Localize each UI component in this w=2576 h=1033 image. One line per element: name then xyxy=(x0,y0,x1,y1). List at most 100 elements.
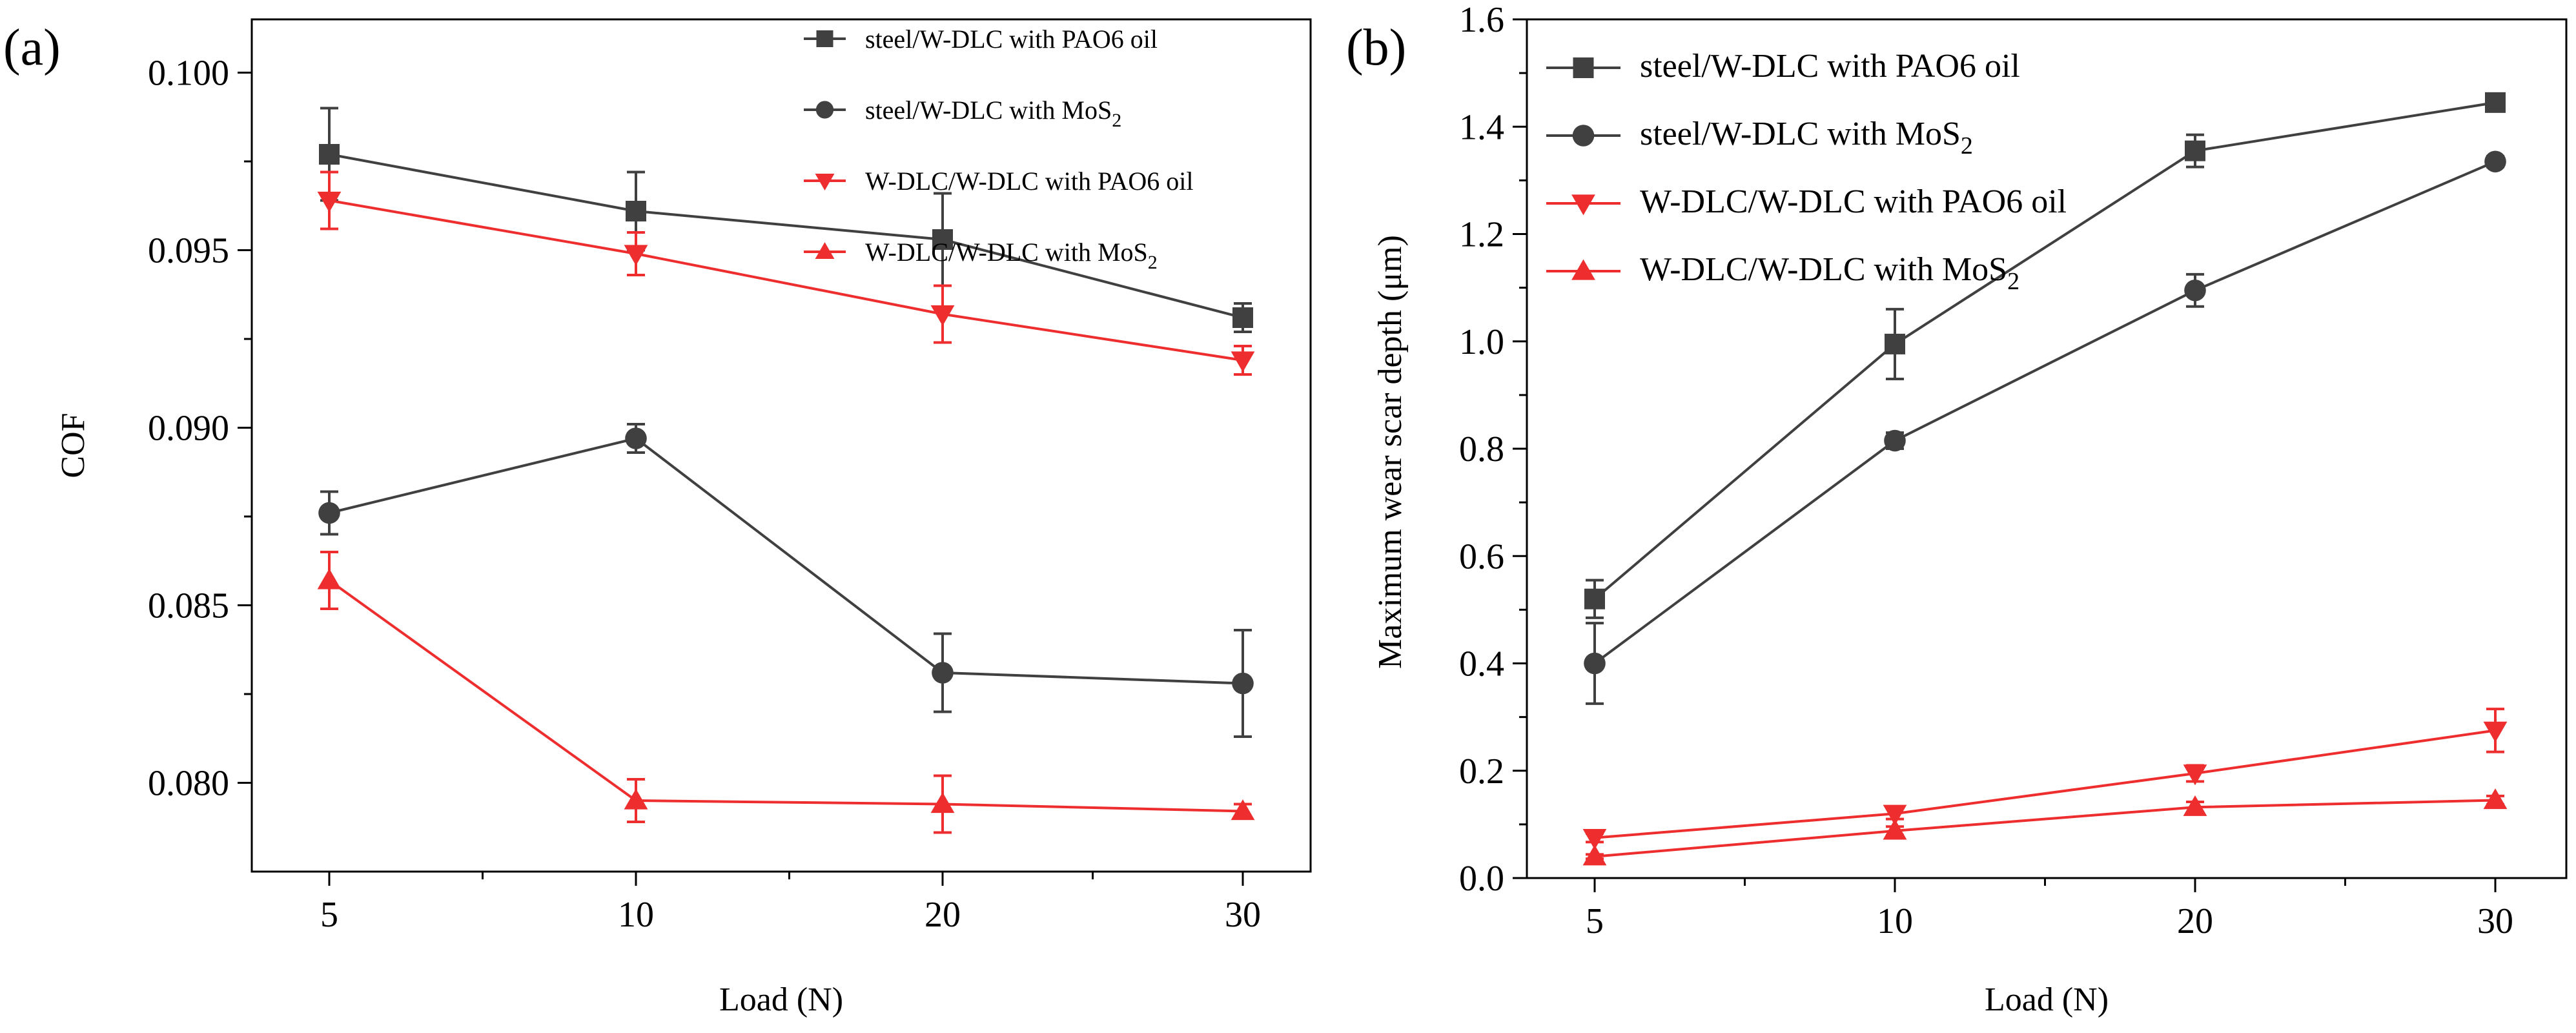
a-series-0-point xyxy=(932,229,953,250)
a-series-1-point xyxy=(1232,672,1254,695)
a-series-2-point xyxy=(930,305,955,326)
a-legend-label: W-DLC/W-DLC with MoS2 xyxy=(865,238,1158,273)
chart-b-axes: 0.0 0.2 0.4 0.6 0.8 1.0 1.2 1.4 1.6 5 10 20 30 xyxy=(1459,0,2513,941)
chart-b-series xyxy=(1582,92,2508,866)
chart-b-panel-label: (b) xyxy=(1346,19,1406,76)
a-ytick-label: 0.080 xyxy=(148,764,229,804)
a-ytick-label: 0.100 xyxy=(148,54,229,94)
b-series-1 xyxy=(1584,150,2506,705)
b-ytick-label: 0.0 xyxy=(1459,859,1504,899)
b-series-1-point xyxy=(2484,150,2506,173)
b-series-3-point xyxy=(2483,788,2508,810)
b-series-3-point xyxy=(2183,795,2207,816)
a-series-3-point xyxy=(930,792,955,813)
b-legend-swatch-marker xyxy=(1571,194,1595,216)
b-series-0-line xyxy=(1593,101,2496,600)
b-series-3 xyxy=(1582,788,2508,866)
b-xtick-label: 30 xyxy=(2477,901,2513,941)
a-series-2-point xyxy=(624,245,648,266)
chart-b-legend: steel/W-DLC with PAO6 oil steel/W-DLC wit… xyxy=(1546,48,2067,295)
b-series-1-line xyxy=(1593,160,2496,665)
b-series-3-line xyxy=(1594,799,2496,858)
chart-b: (b) Maximum wear scar depth (μm) Load (N… xyxy=(1346,0,2568,1018)
b-legend-entry-1: steel/W-DLC with MoS2 xyxy=(1546,116,1973,159)
a-series-2-line xyxy=(329,199,1243,362)
chart-a-panel-label: (a) xyxy=(3,19,61,76)
b-series-0-point xyxy=(1885,333,1905,354)
a-xtick-label: 10 xyxy=(618,895,654,935)
a-legend-swatch-marker xyxy=(815,101,834,119)
a-series-3-point xyxy=(624,788,648,810)
a-legend-label: steel/W-DLC with PAO6 oil xyxy=(865,25,1158,54)
a-ytick-label: 0.095 xyxy=(148,231,229,271)
a-series-0-point xyxy=(1232,307,1253,328)
a-legend-label: W-DLC/W-DLC with PAO6 oil xyxy=(865,167,1194,196)
a-series-3-point xyxy=(317,568,342,589)
b-legend-entry-3: W-DLC/W-DLC with MoS2 xyxy=(1546,251,2019,295)
a-ytick-label: 0.090 xyxy=(148,409,229,449)
a-legend-swatch-marker xyxy=(815,242,835,260)
chart-a-ylabel: COF xyxy=(55,413,92,478)
chart-a-series xyxy=(317,107,1255,834)
a-series-0-point xyxy=(626,201,646,221)
a-series-0 xyxy=(319,107,1253,333)
b-series-2-point xyxy=(1582,829,1607,850)
chart-a-frame xyxy=(250,18,1312,873)
a-series-2-point xyxy=(1231,351,1255,373)
b-series-3-point xyxy=(1582,844,1607,866)
b-legend-entry-2: W-DLC/W-DLC with PAO6 oil xyxy=(1546,183,2067,220)
b-legend-label: steel/W-DLC with PAO6 oil xyxy=(1640,48,2020,85)
b-legend-swatch-marker xyxy=(1572,125,1595,147)
b-series-2-line xyxy=(1594,729,2496,839)
b-legend-swatch-marker xyxy=(1571,259,1595,280)
a-ytick-label: 0.085 xyxy=(148,586,229,626)
b-legend-label: W-DLC/W-DLC with MoS2 xyxy=(1640,251,2019,295)
b-ytick-label: 0.8 xyxy=(1459,429,1504,469)
chart-a-xlabel: Load (N) xyxy=(719,981,843,1018)
b-xtick-label: 20 xyxy=(2177,901,2213,941)
b-series-0-point xyxy=(2485,92,2506,113)
a-xtick-label: 30 xyxy=(1225,895,1261,935)
b-legend-swatch-marker xyxy=(1573,57,1594,78)
a-legend-label: steel/W-DLC with MoS2 xyxy=(865,96,1121,131)
chart-b-ylabel: Maximum wear scar depth (μm) xyxy=(1372,235,1409,669)
b-ytick-label: 0.6 xyxy=(1459,537,1504,577)
b-xtick-label: 5 xyxy=(1586,901,1604,941)
a-legend-swatch-marker xyxy=(816,30,833,47)
a-series-3-point xyxy=(1231,799,1255,821)
b-series-1-point xyxy=(2184,279,2206,302)
b-legend-label: steel/W-DLC with MoS2 xyxy=(1640,116,1973,159)
chart-a-legend: steel/W-DLC with PAO6 oil steel/W-DLC wit… xyxy=(804,25,1194,273)
a-legend-swatch-marker xyxy=(815,173,835,190)
a-series-1-point xyxy=(625,427,647,449)
b-series-2 xyxy=(1582,708,2508,850)
b-series-0-point xyxy=(1584,588,1605,609)
b-legend-entry-0: steel/W-DLC with PAO6 oil xyxy=(1546,48,2020,85)
b-ytick-label: 1.4 xyxy=(1459,107,1504,147)
a-legend-entry-0: steel/W-DLC with PAO6 oil xyxy=(804,25,1158,54)
a-series-3 xyxy=(317,551,1255,834)
a-series-1 xyxy=(318,423,1254,738)
a-series-0-line xyxy=(329,153,1243,319)
b-ytick-label: 1.2 xyxy=(1459,215,1504,255)
b-ytick-label: 1.0 xyxy=(1459,322,1504,362)
b-ytick-label: 1.6 xyxy=(1459,0,1504,40)
b-series-2-point xyxy=(2483,721,2508,742)
a-series-1-line xyxy=(329,436,1243,685)
a-legend-entry-2: W-DLC/W-DLC with PAO6 oil xyxy=(804,167,1194,196)
b-series-1-point xyxy=(1884,429,1906,452)
a-series-2-point xyxy=(317,191,342,212)
b-series-3-point xyxy=(1883,819,1907,840)
b-series-1-point xyxy=(1584,652,1606,675)
a-series-0-point xyxy=(319,144,340,165)
a-series-3-line xyxy=(328,579,1243,813)
b-series-2-point xyxy=(1883,804,1907,826)
b-series-0 xyxy=(1584,92,2506,619)
b-xtick-label: 10 xyxy=(1877,901,1913,941)
a-xtick-label: 20 xyxy=(925,895,961,935)
chart-a-axes: 0.080 0.085 0.090 0.095 0.100 5 10 20 30 xyxy=(148,54,1261,936)
b-series-2-point xyxy=(2183,764,2207,786)
b-ytick-label: 0.2 xyxy=(1459,752,1504,792)
b-series-0-point xyxy=(2185,140,2205,161)
